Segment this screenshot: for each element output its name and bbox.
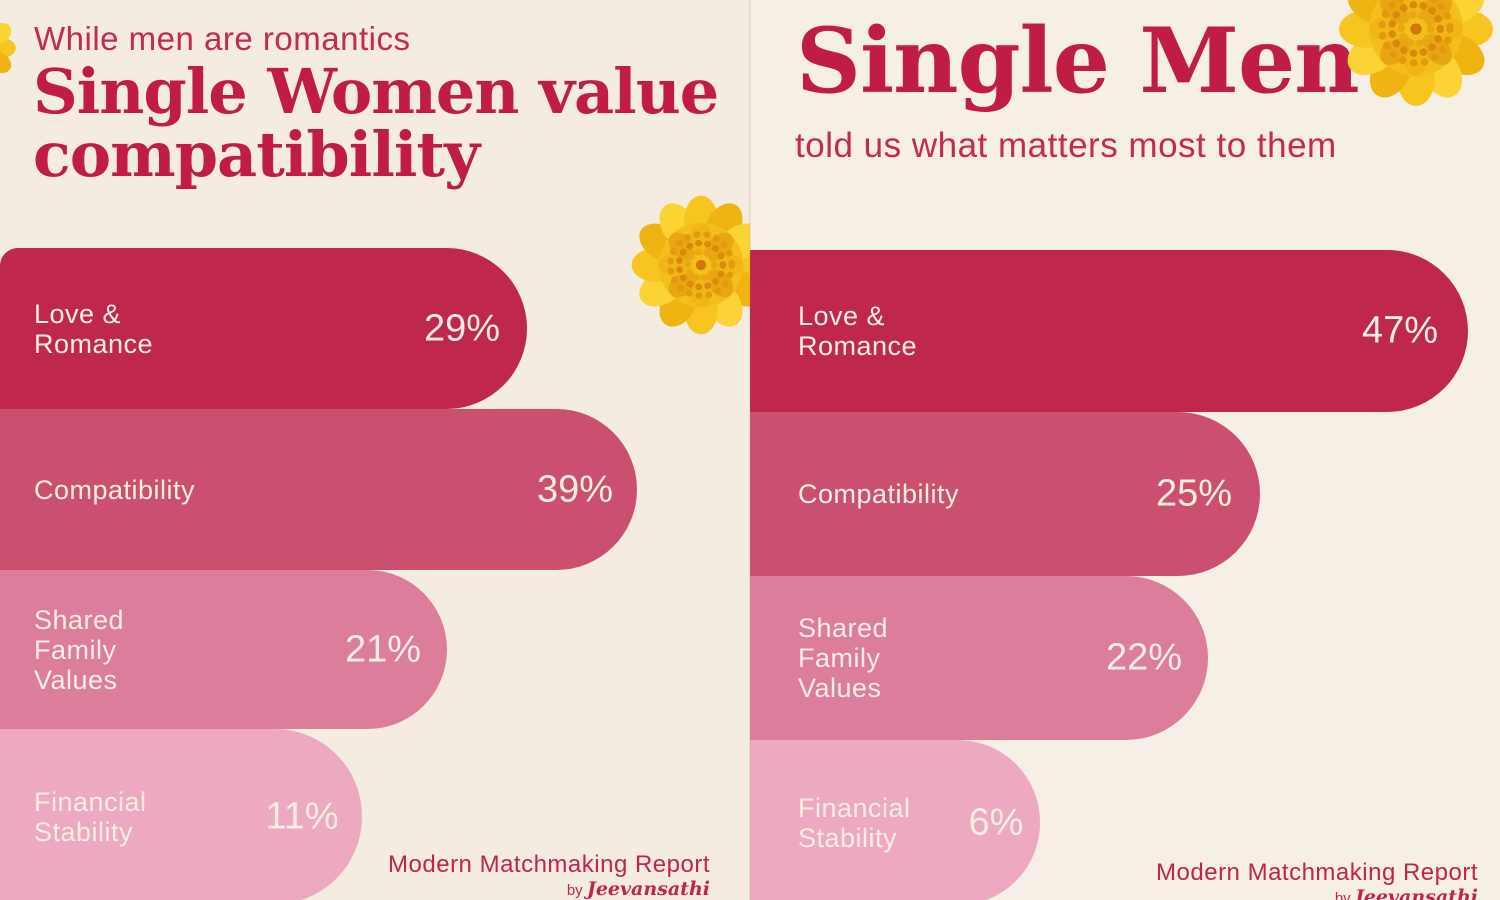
bar-label: Shared Family Values: [34, 604, 125, 695]
report-title: Modern Matchmaking Report: [1156, 859, 1478, 886]
bar-label: Financial Stability: [798, 792, 911, 853]
page-title-women: Single Women value compatibility: [33, 55, 719, 191]
bar-women-love-romance: Love & Romance 29%: [0, 248, 527, 409]
bar-label: Love & Romance: [34, 298, 154, 359]
bar-women-financial-stability: Financial Stability 11%: [0, 729, 362, 900]
bar-women-shared-family-values: Shared Family Values 21%: [0, 570, 447, 729]
marigold-flower-icon: [0, 4, 18, 92]
subtitle-text: told us what matters most to them: [795, 126, 1337, 165]
page-title-men: Single Men: [796, 8, 1360, 114]
kicker-text: While men are romantics: [34, 20, 411, 57]
value-label: 47%: [1361, 309, 1439, 352]
value-label: 22%: [1105, 636, 1183, 679]
brand-logo-text: Jeevansathi: [1354, 886, 1478, 900]
value-label: 39%: [536, 468, 614, 510]
panel-divider: [749, 0, 751, 900]
report-credit: Modern Matchmaking Report by Jeevansathi: [1156, 860, 1478, 900]
value-label: 11%: [265, 795, 339, 837]
title-line-2: compatibility: [33, 118, 480, 191]
bar-men-compatibility: Compatibility 25%: [750, 412, 1260, 576]
bar-men-financial-stability: Financial Stability 6%: [750, 740, 1040, 900]
value-label: 29%: [423, 307, 501, 349]
bar-men-love-romance: Love & Romance 47%: [750, 250, 1468, 412]
bar-label: Love & Romance: [798, 301, 918, 361]
marigold-flower-icon: [628, 192, 750, 338]
value-label: 21%: [344, 628, 422, 670]
bar-label: Financial Stability: [34, 786, 147, 847]
value-label: 6%: [968, 801, 1024, 843]
bar-label: Shared Family Values: [798, 613, 889, 703]
brand-byline: by Jeevansathi: [1156, 887, 1478, 900]
bar-men-shared-family-values: Shared Family Values 22%: [750, 576, 1208, 740]
bar-label: Compatibility: [34, 474, 196, 505]
brand-logo-text: Jeevansathi: [586, 878, 710, 900]
panel-single-women: While men are romantics Single Women val…: [0, 4, 750, 900]
value-label: 25%: [1155, 472, 1233, 515]
report-credit: Modern Matchmaking Report by Jeevansathi: [388, 852, 710, 900]
marigold-flower-icon: [1335, 0, 1497, 110]
panel-single-men: Single Men told us what matters most to …: [750, 0, 1500, 900]
bar-label: Compatibility: [798, 479, 960, 509]
report-title: Modern Matchmaking Report: [388, 851, 710, 878]
bar-women-compatibility: Compatibility 39%: [0, 409, 637, 570]
title-line-1: Single Women value: [33, 55, 719, 128]
brand-byline: by Jeevansathi: [566, 878, 710, 900]
